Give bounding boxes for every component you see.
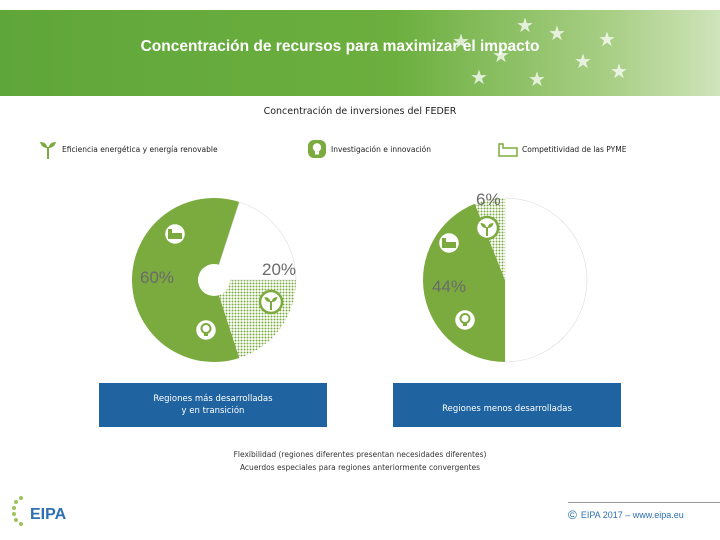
star-icon: ★ [598,29,616,51]
pie-slice [213,201,297,281]
plant-icon [474,215,500,241]
footer-text: EIPA 2017 – www.eipa.eu [580,510,684,520]
logo-text: EIPA [30,506,67,523]
header-banner: ★ ★ ★ ★ ★ ★ ★ ★ ★ Concentración de recur… [0,10,720,96]
lightbulb-icon [452,307,478,333]
data-label-left-main: 60% [140,268,175,287]
legend-label: Investigación e innovación [331,144,432,154]
copyright-icon: © [568,508,577,522]
page-title: Concentración de recursos para maximizar… [140,38,540,55]
category-box-right: Regiones menos desarrolladas [393,383,621,427]
legend-label: Competitividad de las PYME [522,144,627,154]
star-icon: ★ [548,23,566,45]
data-label-right-energy: 6% [476,190,501,209]
star-icon: ★ [516,15,534,37]
star-icon: ★ [574,51,592,73]
note-special-agreements: Acuerdos especiales para regiones anteri… [239,463,481,472]
data-label-right-main: 44% [432,277,467,296]
star-icon: ★ [610,61,628,83]
eipa-logo [12,496,23,526]
chart-title: Concentración de inversiones del FEDER [263,106,457,117]
lightbulb-icon [193,317,219,343]
legend-item-energy: Eficiencia energética y energía renovabl… [38,138,218,160]
category-label-line2: y en transición [181,406,245,416]
note-flexibility: Flexibilidad (regiones diferentes presen… [233,450,487,459]
star-icon: ★ [528,69,546,91]
footer-divider [568,502,720,503]
star-icon: ★ [492,45,510,67]
pie-chart-left [132,198,297,362]
category-label: Regiones menos desarrolladas [442,404,572,414]
pie-slice [504,197,588,363]
plant-icon [258,289,284,315]
factory-icon [436,230,462,256]
pie-chart-right [423,197,588,363]
legend-label: Eficiencia energética y energía renovabl… [62,144,218,154]
legend-item-sme: Competitividad de las PYME [498,138,626,160]
plant-icon [40,142,56,159]
footer: © EIPA 2017 – www.eipa.eu [568,508,684,522]
factory-icon [498,143,518,157]
factory-icon [162,221,188,247]
data-label-left-energy: 20% [262,260,297,279]
category-box-left: Regiones más desarrolladas y en transici… [99,383,327,427]
star-icon: ★ [452,31,470,53]
pie-hole [198,264,230,296]
star-icon: ★ [470,67,488,89]
lightbulb-icon [308,140,326,158]
category-label-line1: Regiones más desarrolladas [153,394,273,404]
legend-item-research: Investigación e innovación [307,138,431,160]
pie-slice [214,198,240,280]
